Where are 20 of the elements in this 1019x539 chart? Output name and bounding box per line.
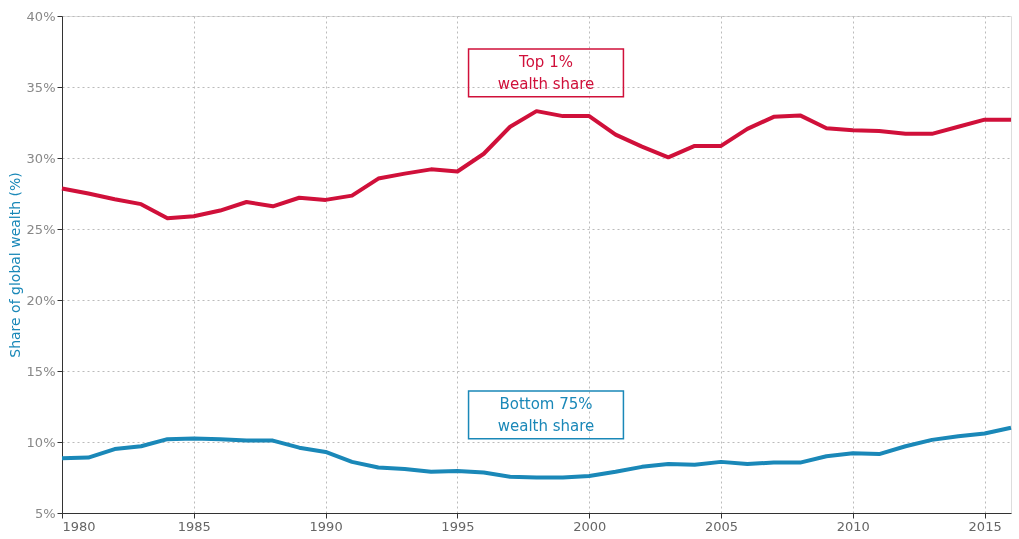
- x-tick-label: 1990: [309, 518, 343, 534]
- y-tick-label: 30%: [26, 150, 56, 166]
- x-tick-label: 2005: [704, 518, 739, 534]
- y-tick-label: 5%: [34, 505, 56, 521]
- x-tick-label: 2015: [968, 518, 1002, 534]
- y-tick-label: 40%: [26, 8, 56, 24]
- x-tick-label: 1980: [62, 518, 96, 534]
- text: Bottom 75% wealth share: [497, 394, 595, 435]
- y-tick-label: 15%: [26, 363, 56, 379]
- y-tick-label: 10%: [26, 434, 56, 450]
- y-tick-label: 35%: [26, 79, 56, 95]
- x-tick-label: 2010: [836, 518, 870, 534]
- y-tick-label: 20%: [26, 292, 56, 308]
- series-label: Top 1% wealth share: [497, 52, 595, 93]
- y-tick-label: 25%: [26, 221, 56, 237]
- x-tick-label: 2000: [573, 518, 607, 534]
- x-tick-label: 1995: [441, 518, 475, 534]
- x-tick-label: 1985: [177, 518, 211, 534]
- line-series: [60, 109, 1013, 221]
- y-axis-title: Share of global wealth (%): [6, 172, 23, 358]
